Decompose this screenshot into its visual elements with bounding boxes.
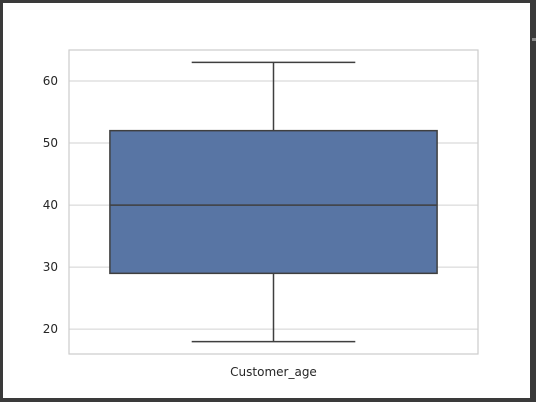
axes-border <box>68 49 479 355</box>
x-category-label: Customer_age <box>230 365 317 379</box>
box-iqr <box>109 129 438 275</box>
y-tick-label: 20 <box>43 322 58 336</box>
y-tick-label: 50 <box>43 136 58 150</box>
window-edge-mark <box>532 38 536 41</box>
y-tick-label: 40 <box>43 198 58 212</box>
y-tick-label: 30 <box>43 260 58 274</box>
y-tick-label: 60 <box>43 74 58 88</box>
